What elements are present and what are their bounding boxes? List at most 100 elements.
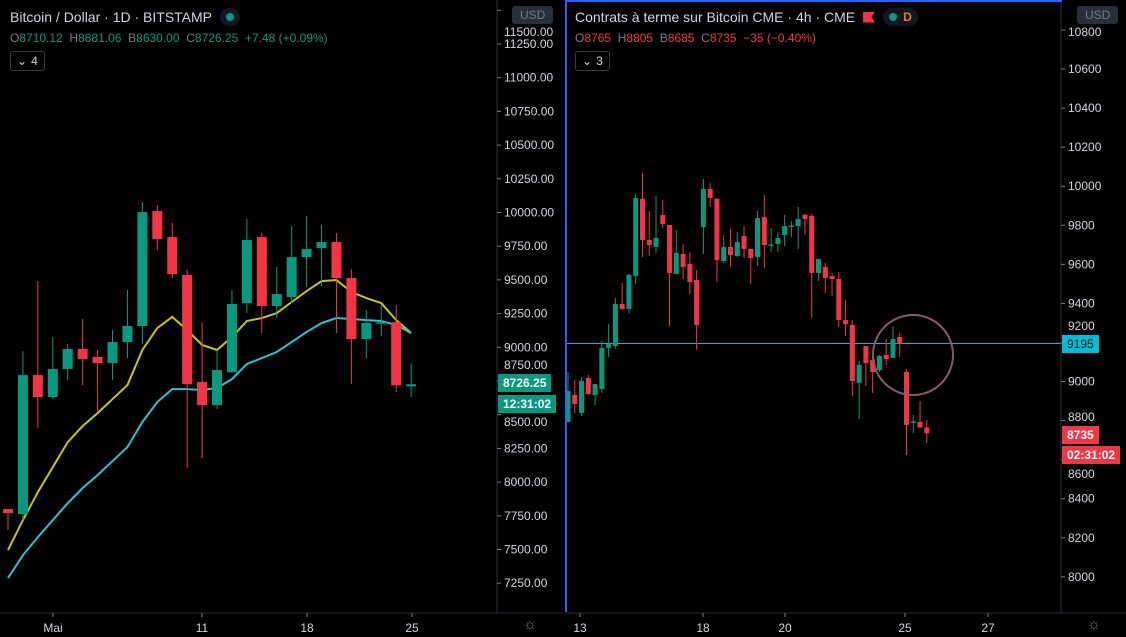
candle [197, 322, 208, 459]
candle-body [700, 188, 706, 228]
candle-body [843, 320, 849, 325]
candle-body [406, 384, 417, 387]
candle [331, 232, 342, 334]
right-chart-pane[interactable]: 10800 10600 10400 10200 10000 9800 9600 9400 920… [565, 0, 1126, 637]
candle-body [809, 215, 815, 273]
y-tick-label: 10250.00 [504, 172, 554, 186]
candle-body [197, 382, 208, 406]
candle [856, 361, 862, 420]
y-tick-label: 10500.00 [504, 138, 554, 152]
candle-body [788, 225, 794, 227]
candle-body [3, 509, 13, 514]
x-tick-label: 20 [778, 621, 792, 635]
candle-body [361, 323, 372, 340]
indicators-toggle-button[interactable]: ⌄ 3 [575, 51, 610, 71]
candle [883, 338, 889, 365]
market-status-badge[interactable]: D [883, 8, 918, 26]
moving-average-line [7, 279, 412, 551]
candle [626, 273, 632, 313]
market-open-dot-icon [889, 13, 898, 21]
candle [152, 205, 163, 251]
candle [904, 369, 909, 455]
candle-body [897, 337, 903, 345]
y-tick-label: 11000.00 [504, 71, 553, 85]
y-tick-label: 10000 [1068, 179, 1102, 193]
settings-gear-icon[interactable]: ☼ [1087, 616, 1101, 633]
left-chart-pane[interactable]: 11500.00 11250.00 11000.00 10750.00 10500.00… [0, 0, 563, 637]
candle-body [707, 188, 713, 198]
candle [680, 244, 686, 280]
candle [612, 297, 618, 349]
candle-body [822, 266, 828, 279]
y-tick-label: 7250.00 [504, 576, 548, 590]
indicators-toggle-button[interactable]: ⌄ 4 [10, 51, 45, 71]
candle-body [107, 342, 118, 364]
low-value: 8630.00 [136, 31, 180, 45]
x-tick-label: 18 [696, 621, 710, 635]
candle-body [653, 237, 659, 247]
currency-button[interactable]: USD [512, 6, 554, 24]
candle [700, 179, 706, 255]
candle-body [924, 427, 930, 434]
candle-body [910, 421, 916, 423]
left-symbol-title[interactable]: Bitcoin / Dollar · 1D · BITSTAMP [10, 9, 213, 25]
candle [639, 172, 645, 257]
candle-body [152, 211, 163, 240]
candle [346, 269, 357, 385]
candle-body [391, 322, 402, 386]
candle-body [182, 275, 193, 385]
right-chart-canvas[interactable]: 10800 10600 10400 10200 10000 9800 9600 9400 920… [565, 0, 1126, 637]
candle [924, 419, 930, 444]
candle [212, 349, 223, 410]
candle [316, 225, 327, 287]
x-tick-label: 27 [981, 621, 995, 635]
market-status-badge[interactable] [220, 8, 241, 26]
low-label: B [128, 31, 137, 45]
candle-body [734, 242, 740, 256]
candle-body [376, 322, 387, 324]
candle-body [62, 349, 73, 370]
candle-body [316, 242, 327, 249]
candle-body [673, 253, 679, 274]
y-tick-label: 8500.00 [504, 415, 548, 429]
candle [241, 218, 252, 314]
candle-body [565, 390, 571, 422]
y-tick-label: 11500.00 [504, 25, 553, 39]
candle-body [619, 304, 625, 309]
close-value: 8726.25 [194, 31, 239, 45]
candle-body [721, 246, 727, 262]
candle-body [137, 212, 148, 327]
settings-gear-icon[interactable]: ☼ [523, 616, 537, 633]
candle-body [256, 237, 267, 307]
candle [775, 231, 781, 253]
change-value: −35 (−0.40%) [743, 31, 816, 45]
candle-body [639, 198, 645, 240]
candle-body [17, 375, 28, 515]
right-symbol-title[interactable]: Contrats à terme sur Bitcoin CME · 4h · … [575, 9, 856, 25]
candle [572, 379, 578, 413]
open-value: 8765 [584, 31, 612, 45]
indicators-count: 3 [596, 54, 603, 68]
currency-button[interactable]: USD [1077, 6, 1119, 24]
candle-body [660, 214, 666, 224]
candle-body [761, 216, 767, 246]
high-value: 8805 [626, 31, 654, 45]
moving-average-line [7, 317, 412, 579]
candle [910, 414, 916, 433]
candle [167, 223, 178, 279]
y-tick-label: 9000.00 [504, 340, 548, 354]
candle-body [226, 304, 237, 373]
candle-body [849, 324, 855, 381]
candle [599, 340, 605, 394]
x-tick-label: Mai [43, 621, 62, 635]
candle-body [680, 254, 686, 267]
candle [815, 259, 821, 281]
circle-annotation [872, 314, 954, 396]
candle-body [727, 246, 733, 255]
candle-body [92, 357, 103, 364]
candle-body [122, 326, 133, 343]
flag-icon[interactable] [863, 11, 876, 23]
candle [741, 226, 747, 258]
candle-body [768, 244, 774, 246]
